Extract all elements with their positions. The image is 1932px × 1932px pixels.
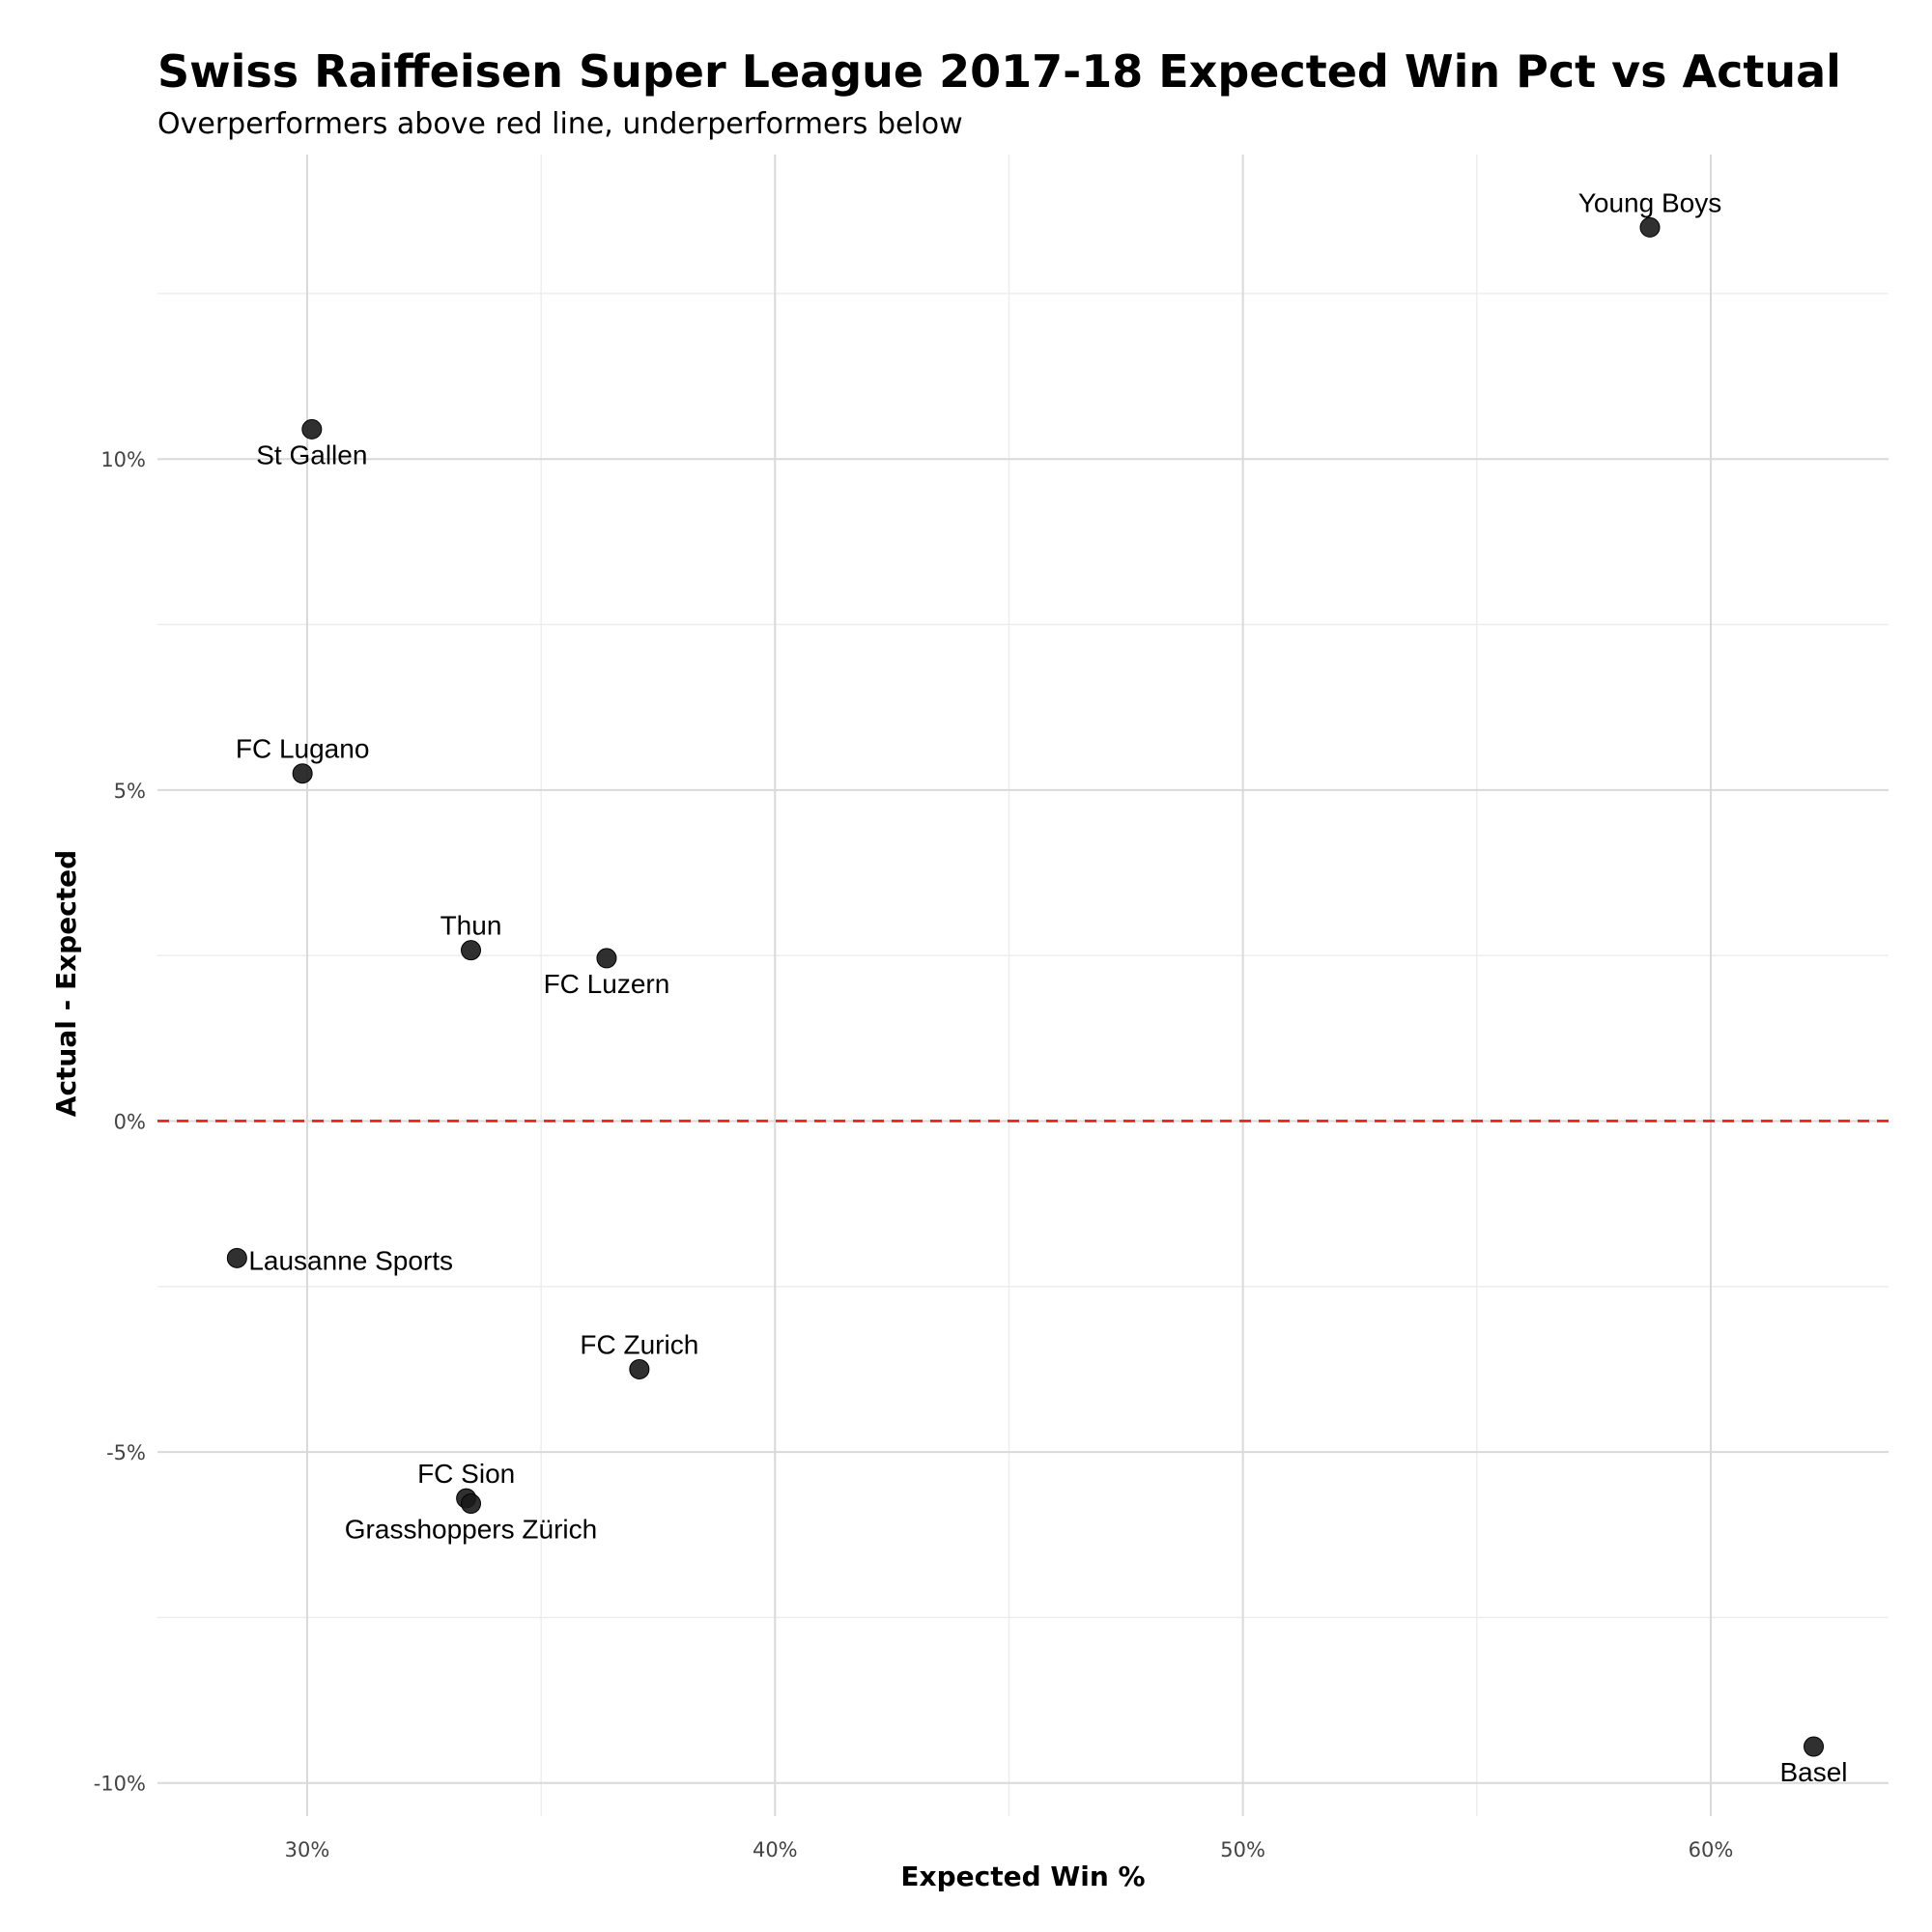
- y-tick-label: 5%: [114, 780, 146, 803]
- point-label: Thun: [440, 911, 502, 941]
- data-point: [460, 1493, 481, 1515]
- x-tick-label: 60%: [1689, 1838, 1734, 1861]
- y-tick-label: -5%: [106, 1441, 146, 1464]
- data-point: [1639, 216, 1661, 238]
- data-point: [629, 1358, 650, 1379]
- y-tick-labels: -10% -5% 0% 5% 10%: [94, 448, 146, 1796]
- x-tick-label: 40%: [753, 1838, 798, 1861]
- x-tick-label: 50%: [1220, 1838, 1265, 1861]
- chart-subtitle: Overperformers above red line, underperf…: [157, 107, 963, 141]
- point-label: Grasshoppers Zürich: [345, 1515, 597, 1545]
- data-point: [226, 1247, 247, 1268]
- y-axis-title: Actual - Expected: [50, 850, 82, 1117]
- point-labels: Young Boys St Gallen FC Lugano Thun FC Luzer…: [236, 187, 1848, 1787]
- y-tick-label: -10%: [94, 1773, 146, 1796]
- point-label: St Gallen: [256, 440, 367, 469]
- point-label: Young Boys: [1578, 187, 1721, 217]
- data-points: [226, 216, 1825, 1757]
- point-label: Lausanne Sports: [248, 1245, 453, 1275]
- data-point: [301, 418, 323, 440]
- point-label: FC Lugano: [236, 734, 370, 764]
- point-label: FC Sion: [417, 1459, 515, 1489]
- chart-title: Swiss Raiffeisen Super League 2017-18 Ex…: [157, 45, 1841, 98]
- point-label: FC Luzern: [544, 969, 670, 999]
- data-point: [596, 948, 617, 969]
- x-tick-labels: 30% 40% 50% 60%: [285, 1838, 1734, 1861]
- x-axis-title: Expected Win %: [900, 1861, 1145, 1892]
- data-point: [292, 763, 313, 784]
- y-tick-label: 10%: [100, 448, 146, 471]
- x-tick-label: 30%: [285, 1838, 330, 1861]
- point-label: Basel: [1779, 1757, 1847, 1787]
- data-point: [460, 940, 481, 961]
- data-point: [1804, 1736, 1825, 1757]
- minor-gridlines: [157, 155, 1889, 1816]
- major-gridlines: [157, 155, 1889, 1816]
- y-tick-label: 0%: [114, 1110, 146, 1133]
- point-label: FC Zurich: [580, 1329, 698, 1359]
